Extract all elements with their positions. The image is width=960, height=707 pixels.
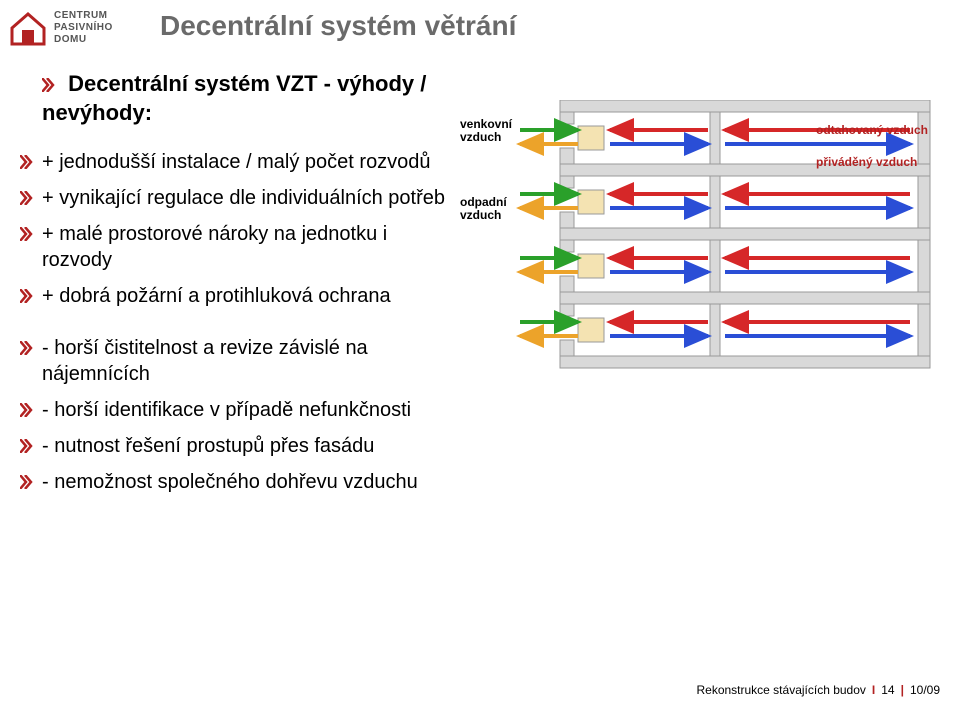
list-item: + dobrá požární a protihluková ochrana (20, 283, 450, 309)
chevron-icon (20, 475, 34, 489)
chevron-icon (20, 227, 34, 241)
list-item: + jednodušší instalace / malý počet rozv… (20, 149, 450, 175)
list-item-text: - nutnost řešení prostupů přes fasádu (42, 433, 374, 459)
list-item-text: + malé prostorové nároky na jednotku i r… (42, 221, 450, 273)
label-odtahovany: odtahovaný vzduch (816, 124, 928, 137)
subtitle: Decentrální systém VZT - výhody / nevýho… (42, 70, 450, 127)
label-venkovni: venkovní vzduch (460, 118, 512, 144)
chevron-icon (20, 403, 34, 417)
disadvantages-list: - horší čistitelnost a revize závislé na… (20, 335, 450, 495)
list-item-text: - horší identifikace v případě nefunkčno… (42, 397, 411, 423)
list-item: + malé prostorové nároky na jednotku i r… (20, 221, 450, 273)
chevron-icon (42, 78, 56, 92)
logo: CENTRUM PASIVNÍHO DOMU (8, 8, 113, 48)
list-item: + vynikající regulace dle individuálních… (20, 185, 450, 211)
chevron-icon (20, 439, 34, 453)
chevron-icon (20, 341, 34, 355)
logo-line3: DOMU (54, 34, 113, 46)
footer-page: 14 (881, 683, 894, 697)
subtitle-text: Decentrální systém VZT - výhody / nevýho… (42, 71, 426, 125)
right-column: venkovní vzduch odpadní vzduch odtahovan… (460, 70, 940, 667)
list-item: - nutnost řešení prostupů přes fasádu (20, 433, 450, 459)
list-item: - horší čistitelnost a revize závislé na… (20, 335, 450, 387)
list-item-text: - nemožnost společného dohřevu vzduchu (42, 469, 418, 495)
logo-text: CENTRUM PASIVNÍHO DOMU (54, 10, 113, 46)
footer-text: Rekonstrukce stávajících budov (696, 683, 865, 697)
footer-sep-icon: | (901, 683, 904, 697)
advantages-list: + jednodušší instalace / malý počet rozv… (20, 149, 450, 309)
ventilation-diagram: venkovní vzduch odpadní vzduch odtahovan… (460, 100, 940, 420)
logo-line1: CENTRUM (54, 10, 113, 22)
list-item-text: + vynikající regulace dle individuálních… (42, 185, 445, 211)
footer-code: 10/09 (910, 683, 940, 697)
label-privadeny: přiváděný vzduch (816, 156, 917, 169)
list-item-text: + dobrá požární a protihluková ochrana (42, 283, 391, 309)
left-column: Decentrální systém VZT - výhody / nevýho… (20, 70, 450, 667)
chevron-icon (20, 289, 34, 303)
list-item: - horší identifikace v případě nefunkčno… (20, 397, 450, 423)
chevron-icon (20, 155, 34, 169)
logo-house-icon (8, 8, 48, 48)
content-area: Decentrální systém VZT - výhody / nevýho… (20, 70, 940, 667)
logo-line2: PASIVNÍHO (54, 22, 113, 34)
page-title: Decentrální systém větrání (160, 10, 516, 42)
list-item-text: - horší čistitelnost a revize závislé na… (42, 335, 450, 387)
list-item: - nemožnost společného dohřevu vzduchu (20, 469, 450, 495)
list-item-text: + jednodušší instalace / malý počet rozv… (42, 149, 431, 175)
diagram-svg (460, 100, 940, 420)
chevron-icon (20, 191, 34, 205)
footer-sep-icon: I (872, 683, 875, 697)
label-odpadni: odpadní vzduch (460, 196, 507, 222)
footer: Rekonstrukce stávajících budov I 14 | 10… (696, 683, 940, 697)
